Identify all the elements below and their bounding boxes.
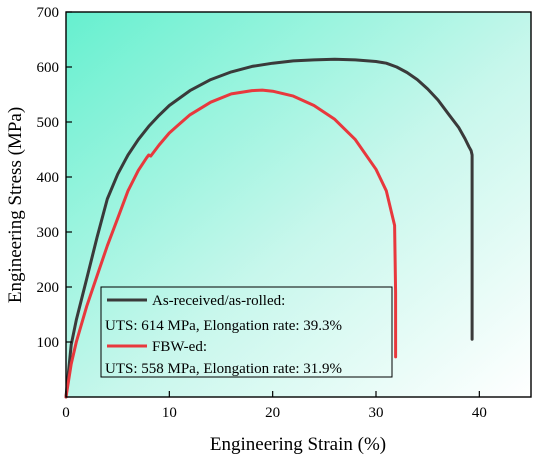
- x-tick-label: 40: [472, 405, 487, 421]
- x-tick-label: 30: [369, 405, 384, 421]
- y-tick-label: 700: [37, 5, 60, 21]
- series-line-fbw-ed: [64, 88, 398, 399]
- x-tick-label: 0: [62, 405, 70, 421]
- x-tick-label: 10: [162, 405, 177, 421]
- plot-frame: [65, 11, 532, 398]
- legend-note-fbw-ed: UTS: 558 MPa, Elongation rate: 31.9%: [105, 361, 342, 377]
- series-layer: [64, 57, 474, 399]
- y-tick-label: 100: [37, 335, 60, 351]
- plot-background: [66, 12, 531, 397]
- y-axis-title: Engineering Stress (MPa): [5, 107, 26, 303]
- legend-box: [100, 286, 393, 378]
- x-tick-label: 20: [265, 405, 280, 421]
- legend: As-received/as-rolled: UTS: 614 MPa, Elo…: [100, 286, 393, 378]
- y-tick-label: 600: [37, 60, 60, 76]
- y-tick-label: 400: [37, 170, 60, 186]
- legend-label-as-received: As-received/as-rolled:: [152, 293, 285, 309]
- y-tick-label: 500: [37, 115, 60, 131]
- y-tick-label: 300: [37, 225, 60, 241]
- x-axis-title: Engineering Strain (%): [210, 434, 386, 455]
- ticks-layer: 0 10 20 30 40 100 200 300 400 500 600 700: [37, 5, 487, 421]
- legend-note-as-received: UTS: 614 MPa, Elongation rate: 39.3%: [105, 318, 342, 334]
- legend-label-fbw-ed: FBW-ed:: [152, 339, 207, 355]
- y-tick-label: 200: [37, 280, 60, 296]
- series-line-as-received: [64, 57, 474, 399]
